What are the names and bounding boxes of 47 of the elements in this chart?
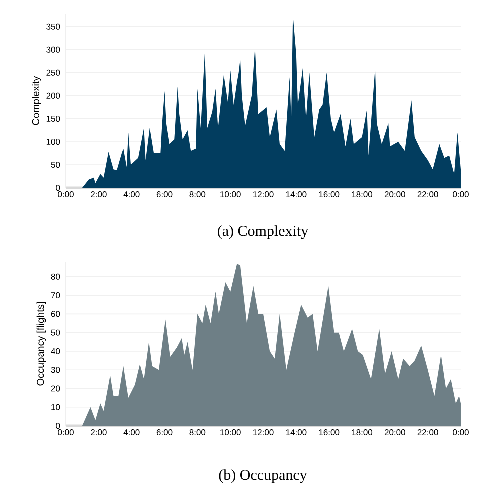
x-tick-label: 12:00 [254, 430, 274, 436]
y-axis-title: Occupancy [flights] [36, 302, 46, 386]
x-tick-label: 10:00 [220, 192, 241, 198]
y-tick-label: 30 [51, 367, 60, 374]
x-tick-label: 16:00 [319, 192, 340, 198]
x-tick-label: 16:00 [319, 430, 340, 436]
y-tick-label: 20 [51, 386, 60, 392]
x-tick-label: 0:00 [453, 192, 469, 198]
x-tick-label: 20:00 [384, 192, 406, 198]
x-tick-label: 20:00 [384, 430, 406, 436]
x-tick-label: 8:00 [190, 192, 206, 198]
y-tick-label: 0 [56, 184, 60, 192]
y-tick-label: 0 [56, 422, 60, 429]
y-tick-label: 50 [51, 162, 60, 168]
x-tick-label: 18:00 [352, 430, 373, 436]
y-axis-title: Complexity [32, 76, 42, 126]
x-tick-label: 10:00 [220, 430, 241, 436]
text: (a) Complexity [218, 226, 309, 240]
x-tick-label: 8:00 [190, 430, 206, 436]
y-tick-label: 70 [51, 292, 60, 299]
x-tick-label: 6:00 [156, 192, 173, 198]
x-tick-label: 2:00 [91, 430, 107, 436]
x-tick-label: 12:00 [254, 192, 274, 198]
x-tick-label: 14:00 [286, 430, 307, 436]
y-tick-label: 10 [52, 404, 60, 410]
y-tick-label: 300 [46, 46, 60, 53]
x-tick-label: 18:00 [352, 192, 373, 198]
x-tick-label: 0:00 [58, 430, 74, 436]
y-tick-label: 60 [51, 311, 60, 318]
y-tick-label: 40 [51, 348, 60, 354]
y-tick-label: 200 [46, 92, 60, 99]
y-tick-label: 50 [51, 330, 60, 336]
x-tick-label: 22:00 [418, 430, 438, 436]
x-tick-label: 4:00 [124, 192, 140, 198]
x-tick-label: 0:00 [58, 192, 74, 198]
y-tick-label: 80 [51, 274, 60, 280]
y-tick-label: 350 [46, 24, 60, 30]
text: (b) Occupancy [219, 470, 308, 484]
x-tick-label: 14:00 [286, 192, 307, 198]
x-tick-label: 2:00 [91, 192, 107, 198]
x-tick-label: 22:00 [418, 192, 438, 198]
x-tick-label: 6:00 [156, 430, 173, 436]
y-tick-label: 150 [46, 116, 60, 122]
y-tick-label: 100 [46, 138, 60, 145]
x-tick-label: 0:00 [453, 430, 469, 436]
x-tick-label: 4:00 [124, 430, 140, 436]
y-tick-label: 250 [46, 70, 60, 76]
